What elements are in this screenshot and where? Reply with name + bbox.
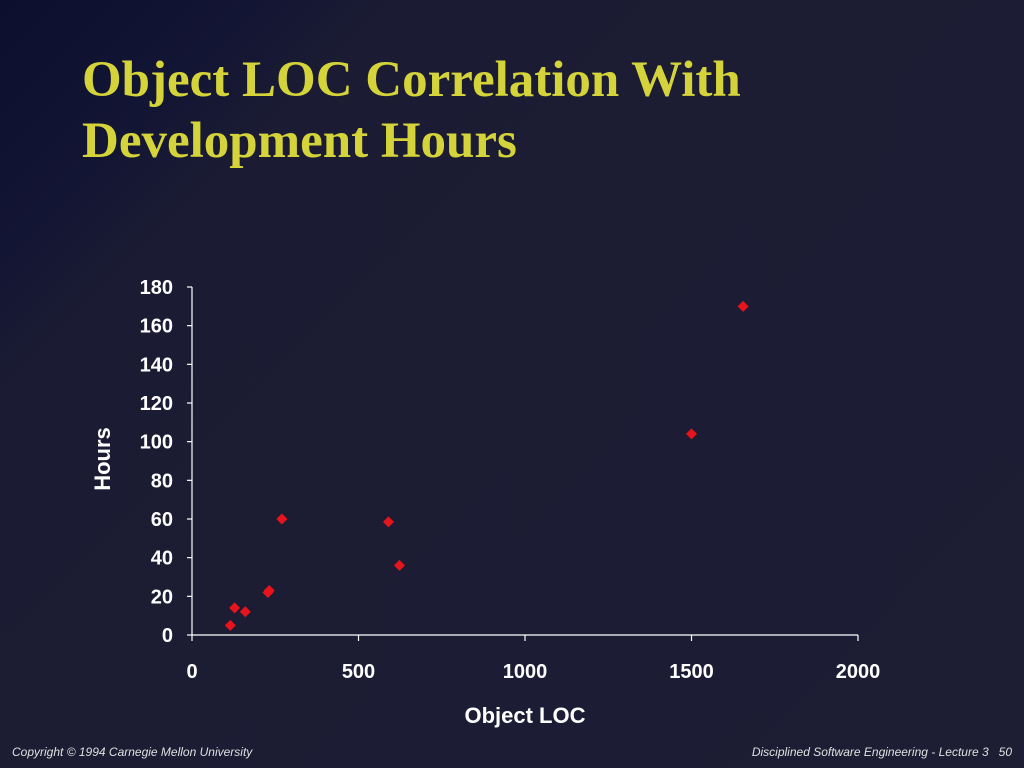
data-point (737, 300, 749, 312)
x-tick-label: 500 (342, 661, 375, 683)
y-tick-label: 0 (162, 625, 173, 647)
x-tick-label: 0 (186, 661, 197, 683)
course-footer: Disciplined Software Engineering - Lectu… (752, 745, 1012, 759)
x-tick-label: 1000 (503, 661, 548, 683)
data-point (382, 516, 394, 528)
y-tick-label: 160 (140, 316, 173, 338)
data-point (263, 585, 275, 597)
data-point (239, 606, 251, 618)
slide-title-line-1: Object LOC Correlation With (82, 52, 741, 108)
y-tick-label: 100 (140, 432, 173, 454)
data-point (686, 428, 697, 440)
y-tick-label: 40 (151, 548, 173, 570)
x-tick-label: 2000 (836, 661, 881, 683)
course-footer-text: Disciplined Software Engineering - Lectu… (751, 745, 989, 759)
y-tick-label: 60 (151, 509, 173, 531)
data-point (229, 602, 241, 614)
y-tick-label: 120 (140, 393, 173, 415)
y-tick-label: 80 (151, 470, 173, 492)
x-axis-label: Object LOC (464, 703, 585, 728)
page-number: 50 (998, 745, 1012, 759)
copyright-footer: Copyright © 1994 Carnegie Mellon Univers… (12, 745, 253, 759)
slide-title-line-2: Development Hours (82, 113, 517, 169)
data-point (224, 619, 236, 631)
slide-title: Object LOC Correlation With Development … (82, 50, 982, 172)
data-point (276, 513, 288, 525)
y-tick-label: 140 (140, 354, 173, 376)
data-point (393, 559, 405, 571)
y-tick-label: 20 (151, 586, 173, 608)
x-tick-label: 1500 (669, 661, 714, 683)
y-axis-label: Hours (90, 427, 115, 491)
y-tick-label: 180 (140, 277, 173, 299)
